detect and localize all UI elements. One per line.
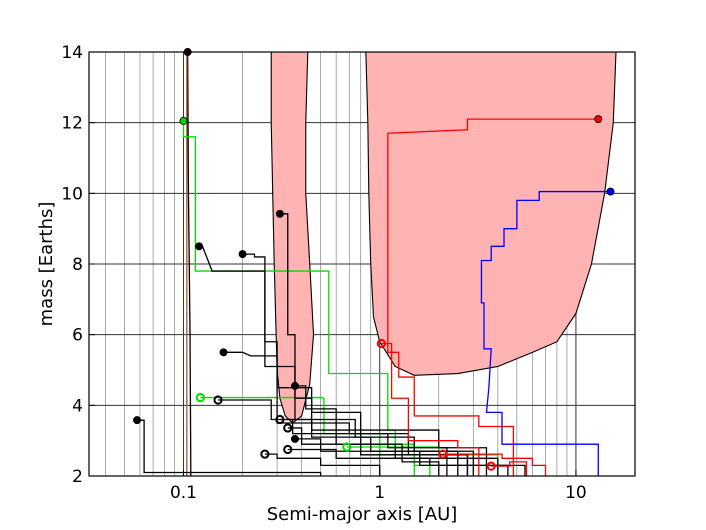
track-start-marker-15 — [283, 444, 293, 455]
track-line-18 — [387, 118, 599, 476]
track-line-21 — [491, 461, 528, 476]
axis-ticks: 0.1 1 10 2 4 6 8 10 12 14 — [61, 43, 586, 503]
track-start-marker-10 — [290, 381, 299, 390]
track-start-marker-14 — [283, 423, 293, 433]
track-start-marker-21 — [486, 461, 496, 471]
y-tick-label: 6 — [72, 326, 83, 346]
track-line-14 — [287, 427, 469, 476]
y-tick-label: 8 — [72, 255, 83, 275]
track-start-marker-7 — [195, 242, 204, 251]
unstable-region-1 — [270, 51, 315, 424]
track-start-marker-8 — [238, 250, 247, 259]
y-tick-label: 14 — [61, 43, 83, 63]
track-line-1 — [186, 51, 192, 477]
series-lines — [137, 51, 611, 477]
track-start-marker-22 — [606, 187, 615, 196]
track-line-22 — [480, 190, 611, 476]
track-line-12 — [218, 399, 459, 476]
series-markers — [133, 48, 615, 471]
y-tick-label: 10 — [61, 184, 83, 204]
track-start-marker-16 — [260, 449, 270, 459]
unstable-region-2 — [365, 51, 617, 376]
track-line-19 — [381, 342, 480, 476]
x-tick-label: 10 — [565, 483, 587, 503]
track-start-marker-11 — [133, 416, 142, 425]
y-axis-label: mass [Earths] — [36, 202, 57, 327]
track-start-marker-6 — [275, 209, 284, 218]
x-axis-label: Semi-major axis [AU] — [267, 504, 458, 525]
y-tick-label: 12 — [61, 114, 83, 134]
shaded-regions — [270, 51, 617, 424]
track-line-16 — [264, 453, 381, 476]
track-start-marker-3 — [179, 116, 188, 125]
track-line-11 — [137, 419, 322, 476]
track-start-marker-20 — [438, 449, 448, 459]
track-start-marker-17 — [290, 434, 299, 443]
track-start-marker-5 — [342, 442, 352, 452]
x-tick-label: 1 — [374, 483, 385, 503]
track-line-17 — [294, 438, 526, 476]
track-start-marker-4 — [195, 392, 206, 403]
track-start-marker-19 — [376, 338, 386, 349]
track-start-marker-18 — [594, 115, 603, 124]
y-tick-label: 4 — [72, 396, 83, 416]
track-start-marker-13 — [275, 414, 285, 425]
y-tick-label: 2 — [72, 467, 83, 487]
track-line-20 — [442, 453, 547, 476]
track-start-marker-12 — [213, 395, 223, 405]
x-tick-label: 0.1 — [170, 483, 197, 503]
track-start-marker-9 — [219, 348, 228, 357]
